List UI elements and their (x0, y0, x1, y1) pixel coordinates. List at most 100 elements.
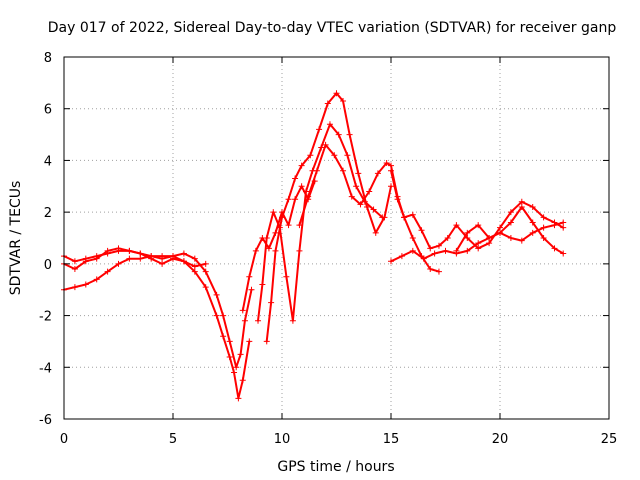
data-point (464, 247, 471, 254)
data-point (231, 369, 238, 376)
series-sat-track-5 (255, 121, 386, 324)
data-point (115, 245, 122, 252)
x-axis-label: GPS time / hours (277, 459, 394, 475)
data-point (191, 268, 198, 275)
series-line (390, 169, 565, 250)
data-point (497, 224, 503, 231)
data-point (202, 268, 209, 275)
data-point (191, 255, 198, 262)
data-point (383, 160, 390, 167)
data-point (540, 235, 547, 241)
data-point (529, 203, 536, 210)
series-line (298, 143, 440, 273)
data-point (285, 196, 292, 203)
data-point (159, 255, 166, 262)
data-point (93, 276, 100, 283)
data-point (246, 338, 253, 345)
data-point (202, 284, 209, 291)
data-point (283, 273, 290, 280)
x-tick-label: 15 (383, 432, 400, 447)
data-point (435, 242, 442, 249)
data-point (298, 183, 305, 190)
chart-title: Day 017 of 2022, Sidereal Day-to-day VTE… (48, 20, 617, 36)
data-point (340, 97, 347, 104)
data-point (318, 144, 325, 151)
x-tick-label: 5 (169, 432, 177, 447)
data-point (71, 266, 78, 273)
data-point (507, 235, 514, 241)
data-point (298, 162, 305, 169)
data-point (453, 222, 460, 229)
data-point (126, 255, 133, 262)
data-point (497, 229, 503, 236)
data-point (239, 307, 246, 314)
y-tick-label: -2 (39, 310, 52, 325)
data-point (427, 266, 434, 273)
data-point (388, 167, 394, 174)
data-point (159, 260, 166, 267)
data-point (324, 100, 331, 107)
data-point (486, 235, 493, 241)
data-point (357, 201, 364, 208)
data-point (394, 196, 401, 203)
data-point (93, 255, 100, 262)
data-point (213, 312, 220, 319)
data-point (296, 247, 303, 254)
data-point (307, 152, 314, 159)
data-point (71, 258, 78, 265)
data-point (346, 131, 353, 138)
data-point (233, 364, 240, 371)
data-point (82, 258, 89, 265)
data-point (296, 222, 303, 229)
series-group (61, 90, 567, 402)
data-point (431, 250, 438, 257)
data-point (560, 219, 567, 226)
data-point (435, 268, 442, 275)
data-point (246, 273, 253, 280)
data-point (302, 188, 309, 195)
data-point (335, 131, 342, 138)
data-point (226, 338, 233, 345)
data-point (237, 351, 244, 358)
data-point (316, 126, 323, 133)
data-point (420, 255, 427, 262)
data-point (475, 240, 482, 247)
data-point (272, 247, 279, 254)
data-point (475, 222, 482, 229)
data-point (126, 247, 133, 254)
data-point (137, 255, 144, 262)
x-tick-label: 25 (601, 432, 618, 447)
y-tick-label: 8 (44, 51, 52, 66)
data-point (289, 317, 296, 324)
data-point (398, 253, 405, 260)
series-line (257, 123, 384, 322)
data-point (248, 286, 255, 293)
data-point (444, 235, 451, 241)
data-point (331, 152, 338, 159)
data-point (279, 214, 285, 221)
data-point (518, 198, 525, 205)
data-point (292, 175, 299, 182)
y-tick-label: 2 (44, 206, 52, 221)
data-point (255, 317, 262, 324)
y-tick-label: 6 (44, 103, 52, 118)
data-point (374, 170, 381, 177)
ticks (63, 56, 610, 420)
data-point (370, 206, 377, 213)
data-point (453, 247, 460, 254)
data-point (381, 214, 388, 221)
data-point (239, 377, 246, 384)
series-sat-track-7 (296, 141, 442, 275)
data-point (292, 196, 299, 203)
y-tick-label: 0 (44, 258, 52, 273)
data-point (213, 291, 220, 298)
x-tick-label: 10 (274, 432, 291, 447)
data-point (252, 247, 259, 254)
series-sat-track-2 (61, 247, 255, 371)
data-point (326, 121, 333, 128)
series-sat-track-3 (61, 245, 209, 273)
data-point (442, 247, 449, 254)
grid (64, 57, 609, 419)
y-tick-label: 4 (44, 154, 52, 169)
